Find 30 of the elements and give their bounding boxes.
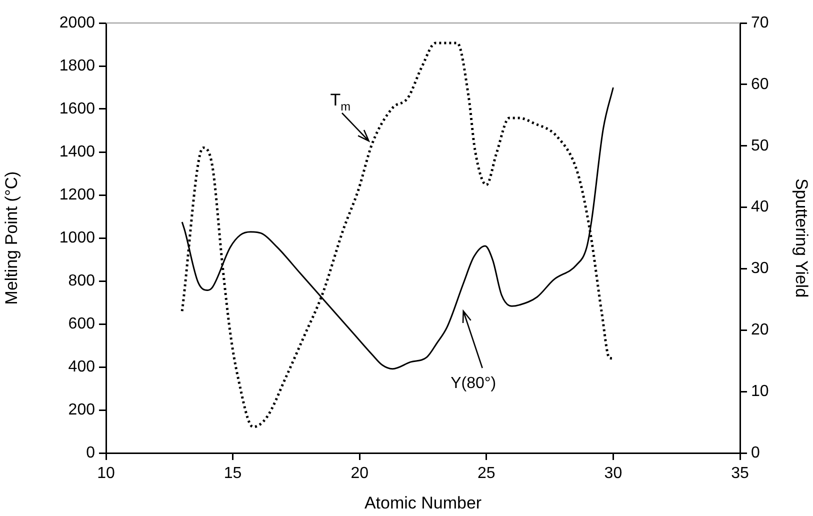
x-tick-label: 20 [350,465,369,482]
y-tick-label: 0 [86,444,96,462]
y2-tick-label: 30 [751,260,769,278]
line-series [180,42,614,428]
y-tick-label: 2000 [59,14,96,32]
y-tick-label: 1200 [59,186,96,204]
y-tick-label: 1800 [59,57,96,74]
x-tick-label: 25 [478,465,496,482]
y-axis-title: Melting Point (°C) [2,171,21,305]
y2-axis-title: Sputtering Yield [792,178,812,298]
y2-tick-label: 0 [751,444,760,462]
y-tick-label: 600 [68,315,96,332]
y-tick-label: 1400 [59,143,96,160]
y2-tick-label: 20 [751,322,769,339]
series-label: Y(80°) [450,374,496,392]
y2-tick-label: 60 [751,76,769,93]
y2-tick-label: 50 [751,137,769,154]
x-tick-label: 15 [224,465,242,482]
y2-tick-label: 10 [751,382,769,400]
x-tick-label: 10 [97,465,115,482]
x-tick-label: 30 [604,465,622,482]
y2-tick-label: 70 [751,14,769,32]
y2-tick-label: 40 [751,198,769,216]
y-tick-label: 200 [68,401,96,418]
y-tick-label: 800 [68,272,96,290]
x-axis-title: Atomic Number [364,493,482,512]
y-tick-label: 400 [68,358,96,376]
y-tick-label: 1000 [59,229,96,246]
y-tick-label: 1600 [59,100,96,118]
x-tick-label: 35 [731,465,749,482]
